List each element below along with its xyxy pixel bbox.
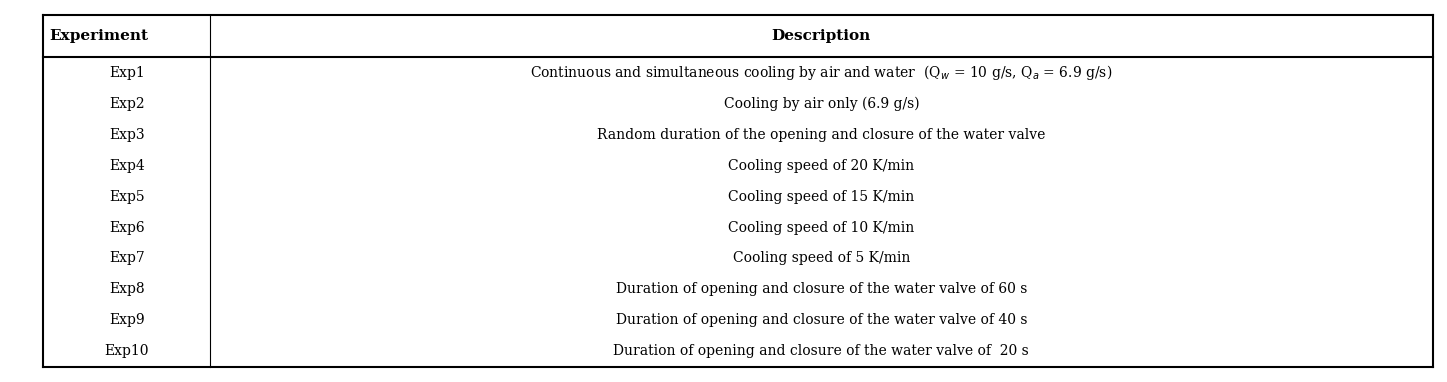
Text: Cooling by air only (6.9 g/s): Cooling by air only (6.9 g/s)	[724, 97, 919, 111]
Text: Random duration of the opening and closure of the water valve: Random duration of the opening and closu…	[598, 128, 1046, 142]
Text: Cooling speed of 15 K/min: Cooling speed of 15 K/min	[728, 189, 915, 204]
Text: Cooling speed of 5 K/min: Cooling speed of 5 K/min	[732, 251, 910, 265]
Text: Description: Description	[771, 29, 871, 44]
Text: Duration of opening and closure of the water valve of 60 s: Duration of opening and closure of the w…	[615, 282, 1027, 296]
Text: Exp9: Exp9	[109, 313, 145, 327]
Text: Exp10: Exp10	[104, 344, 149, 358]
Text: Exp5: Exp5	[109, 189, 145, 204]
Text: Exp8: Exp8	[109, 282, 145, 296]
Text: Exp1: Exp1	[109, 66, 145, 80]
Text: Continuous and simultaneous cooling by air and water  (Q$_{w}$ = 10 g/s, Q$_{a}$: Continuous and simultaneous cooling by a…	[530, 63, 1113, 83]
Text: Exp2: Exp2	[109, 97, 145, 111]
Text: Cooling speed of 20 K/min: Cooling speed of 20 K/min	[728, 159, 915, 173]
Text: Experiment: Experiment	[49, 29, 148, 44]
Text: Cooling speed of 10 K/min: Cooling speed of 10 K/min	[728, 220, 915, 235]
Text: Duration of opening and closure of the water valve of 40 s: Duration of opening and closure of the w…	[615, 313, 1027, 327]
Text: Exp7: Exp7	[109, 251, 145, 265]
Text: Exp3: Exp3	[109, 128, 145, 142]
Text: Duration of opening and closure of the water valve of  20 s: Duration of opening and closure of the w…	[614, 344, 1029, 358]
Text: Exp4: Exp4	[109, 159, 145, 173]
Text: Exp6: Exp6	[109, 220, 145, 235]
